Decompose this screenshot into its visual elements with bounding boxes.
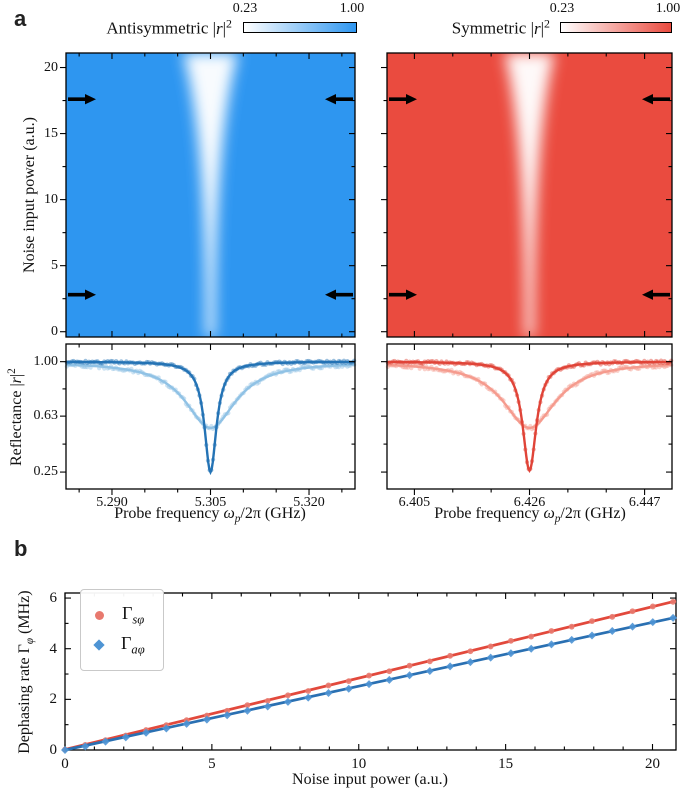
tick-label: 6.405 <box>398 495 431 510</box>
probe-frequency-axis-label-right: Probe frequency ωp/2π (GHz) <box>434 505 626 526</box>
colorbar-red <box>560 22 672 33</box>
legend-label: Γaφ <box>121 632 145 657</box>
tick-label: 6 <box>49 590 58 607</box>
probe-frequency-axis-label-left: Probe frequency ωp/2π (GHz) <box>114 505 306 526</box>
noise-power-axis-label-b: Noise input power (a.u.) <box>292 771 448 788</box>
tick-label: 0 <box>51 323 58 339</box>
legend-marker-circle-icon <box>95 610 104 620</box>
tick-label: 6.447 <box>628 495 661 510</box>
colorbar-max-label: 1.00 <box>339 1 365 16</box>
tick-label: 0 <box>61 756 69 772</box>
tick-label: 10 <box>44 191 58 207</box>
tick-label: 5.305 <box>194 495 227 510</box>
tick-label: 5 <box>51 257 58 273</box>
tick-label: 0 <box>49 742 58 758</box>
r-squared-math: |r|2 <box>212 16 232 38</box>
title-text: Antisymmetric <box>106 18 209 38</box>
legend: Γsφ Γaφ <box>80 589 164 671</box>
legend-row-symmetric: Γsφ <box>95 600 145 630</box>
tick-label: 1.00 <box>33 353 59 369</box>
heatmap-symmetric-plot <box>381 52 673 338</box>
colormap-title-symmetric: Symmetric |r|2 <box>390 16 550 39</box>
colormap-title-antisymmetric: Antisymmetric |r|2 <box>30 16 232 39</box>
tick-label: 10 <box>351 756 367 772</box>
reflectance-plot-antisymmetric <box>60 343 357 495</box>
legend-label: Γsφ <box>122 602 145 627</box>
tick-label: 5.320 <box>293 495 325 510</box>
legend-row-antisymmetric: Γaφ <box>93 630 145 660</box>
tick-label: 20 <box>645 756 660 772</box>
tick-label: 15 <box>44 125 58 141</box>
heatmap-antisymmetric-plot <box>60 52 356 338</box>
legend-marker-diamond-icon <box>93 639 105 651</box>
dephasing-rate-plot <box>61 592 678 754</box>
r-squared-math: |r|2 <box>530 16 550 38</box>
colorbar-blue <box>243 22 357 33</box>
tick-label: 5.290 <box>96 495 128 510</box>
tick-label: 6.426 <box>513 495 546 510</box>
panel-a-label: a <box>14 6 27 31</box>
reflectance-plot-symmetric <box>381 343 674 495</box>
colorbar-min-label: 0.23 <box>232 1 258 16</box>
colorbar-min-label: 0.23 <box>549 1 575 16</box>
tick-label: 5 <box>208 756 216 772</box>
panel-b-label: b <box>14 536 28 561</box>
tick-label: 0.25 <box>33 464 59 480</box>
colorbar-max-label: 1.00 <box>655 1 681 16</box>
tick-label: 4 <box>49 640 58 657</box>
title-text: Symmetric <box>451 18 527 38</box>
tick-label: 2 <box>49 691 58 708</box>
tick-label: 20 <box>44 59 58 75</box>
tick-label: 15 <box>498 756 514 772</box>
tick-label: 0.63 <box>33 408 59 424</box>
